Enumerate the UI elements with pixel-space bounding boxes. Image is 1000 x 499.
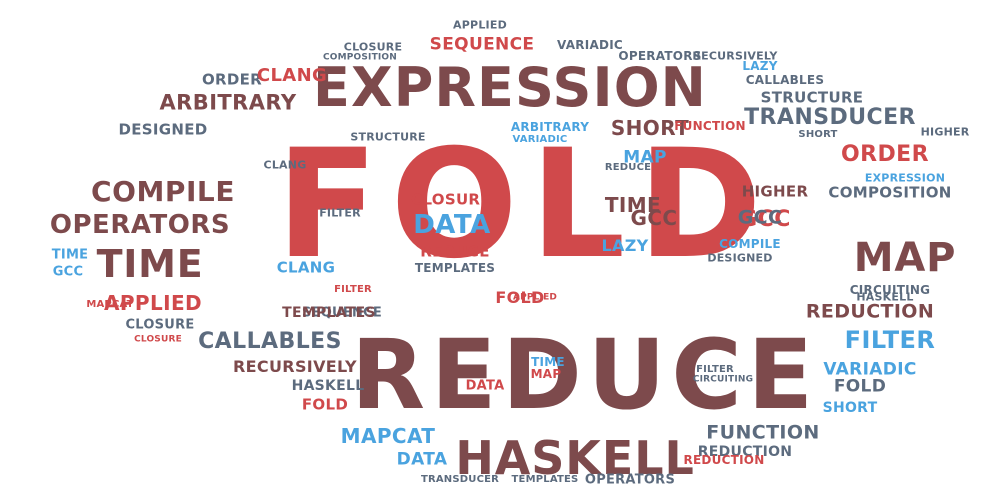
cloud-word: COMPOSITION [828,183,952,202]
cloud-word: DESIGNED [118,120,208,139]
cloud-word: SEQUENCE [429,34,535,55]
cloud-word: DATA [396,449,448,470]
cloud-word: VARIADIC [512,134,568,145]
cloud-word: CALLABLES [745,73,825,87]
cloud-word: FILTER [844,326,936,354]
cloud-word: COMPILE [719,237,781,251]
cloud-word: MAPCAT [340,424,436,448]
cloud-word: CIRCUITING [849,283,931,297]
cloud-word: TIME [531,355,565,369]
cloud-word: REDUCTION [683,453,765,467]
cloud-word: MAP [623,147,667,168]
cloud-word: CLOSURE [125,317,195,333]
cloud-word: FILTER [319,206,361,220]
cloud-word: RECURSIVELY [233,357,357,376]
cloud-word: FILTER [696,364,734,375]
cloud-word: VARIADIC [557,38,623,52]
cloud-word: GCC [630,206,678,230]
cloud-word: RECURSIVELY [692,49,778,63]
cloud-word: FILTER [334,284,372,295]
cloud-word: CLANG [276,258,336,277]
cloud-word: ORDER [201,70,263,89]
hero-word-reduce: REDUCE [351,319,819,431]
cloud-word: MAP [853,235,957,281]
cloud-word: SHORT [798,129,838,140]
cloud-word: APPLIED [103,291,203,315]
cloud-word: TIME [604,193,662,217]
cloud-word: FUNCTION [706,421,820,444]
cloud-word: TIME [96,242,204,286]
cloud-word: HASKELL [291,378,365,394]
cloud-word: TEMPLATES [282,305,376,321]
cloud-word: OPERATORS [49,210,231,240]
cloud-word: REDUCE [420,242,490,261]
cloud-word: TEMPLATES [511,474,579,485]
cloud-word: TRANSDUCER [744,105,916,130]
hero-word-expression: EXPRESSION [313,56,707,119]
cloud-word: FOLD [833,376,887,397]
cloud-word: GCC [737,206,783,229]
hero-word-fold: FOLD [275,118,775,292]
cloud-word: HASKELL [856,290,914,304]
cloud-word: CIRCUITING [692,374,754,385]
cloud-word: TEMPLATES [414,261,496,275]
cloud-word: REDUCE [604,162,652,173]
cloud-word: ARBITRARY [159,90,297,115]
cloud-word: APPLIED [453,18,507,32]
cloud-word: SHORT [610,116,690,140]
cloud-word: LAZY [742,59,778,73]
cloud-word: TIME [51,247,89,263]
cloud-word: CLOSURE [411,190,491,209]
cloud-word: ORDER [840,142,930,167]
cloud-word: CALLABLES [198,329,342,354]
cloud-word: STRUCTURE [350,130,426,144]
cloud-word: FOLD [495,288,545,307]
cloud-word: EXPRESSION [864,171,946,185]
cloud-word: DATA [465,378,505,394]
cloud-word: FUNCTION [674,119,746,133]
hero-word-haskell: HASKELL [455,431,695,485]
cloud-word: OPERATORS [618,49,702,63]
cloud-word: REDUCTION [697,444,793,460]
cloud-word: STRUCTURE [760,88,864,107]
cloud-word: CLOSURE [134,334,182,345]
cloud-word: HIGHER [920,125,970,139]
cloud-word: DATA [413,210,491,240]
cloud-word: COMPOSITION [323,52,397,63]
cloud-word: CLANG [256,65,328,86]
cloud-word: VARIADIC [823,359,917,380]
cloud-word: FOLD [301,395,349,414]
cloud-word: OPERATORS [584,472,676,488]
cloud-word: LAZY [601,236,649,255]
cloud-word: REDUCTION [805,300,935,323]
cloud-word: SEQUENCE [301,305,383,321]
cloud-word: TRANSDUCER [420,474,500,485]
cloud-word: DESIGNED [707,251,773,265]
cloud-word: GCC [739,207,791,232]
cloud-word: GCC [52,264,84,280]
cloud-word: APPLIED [512,292,558,303]
cloud-word: COMPILE [90,175,236,208]
cloud-word: HIGHER [741,182,809,201]
cloud-word: CLOSURE [343,40,403,54]
cloud-word: MAPCAT [86,299,134,310]
cloud-word: ARBITRARY [510,120,590,134]
cloud-word: MAP [530,367,562,381]
cloud-word: CLANG [263,158,307,172]
cloud-word: SHORT [822,400,878,416]
